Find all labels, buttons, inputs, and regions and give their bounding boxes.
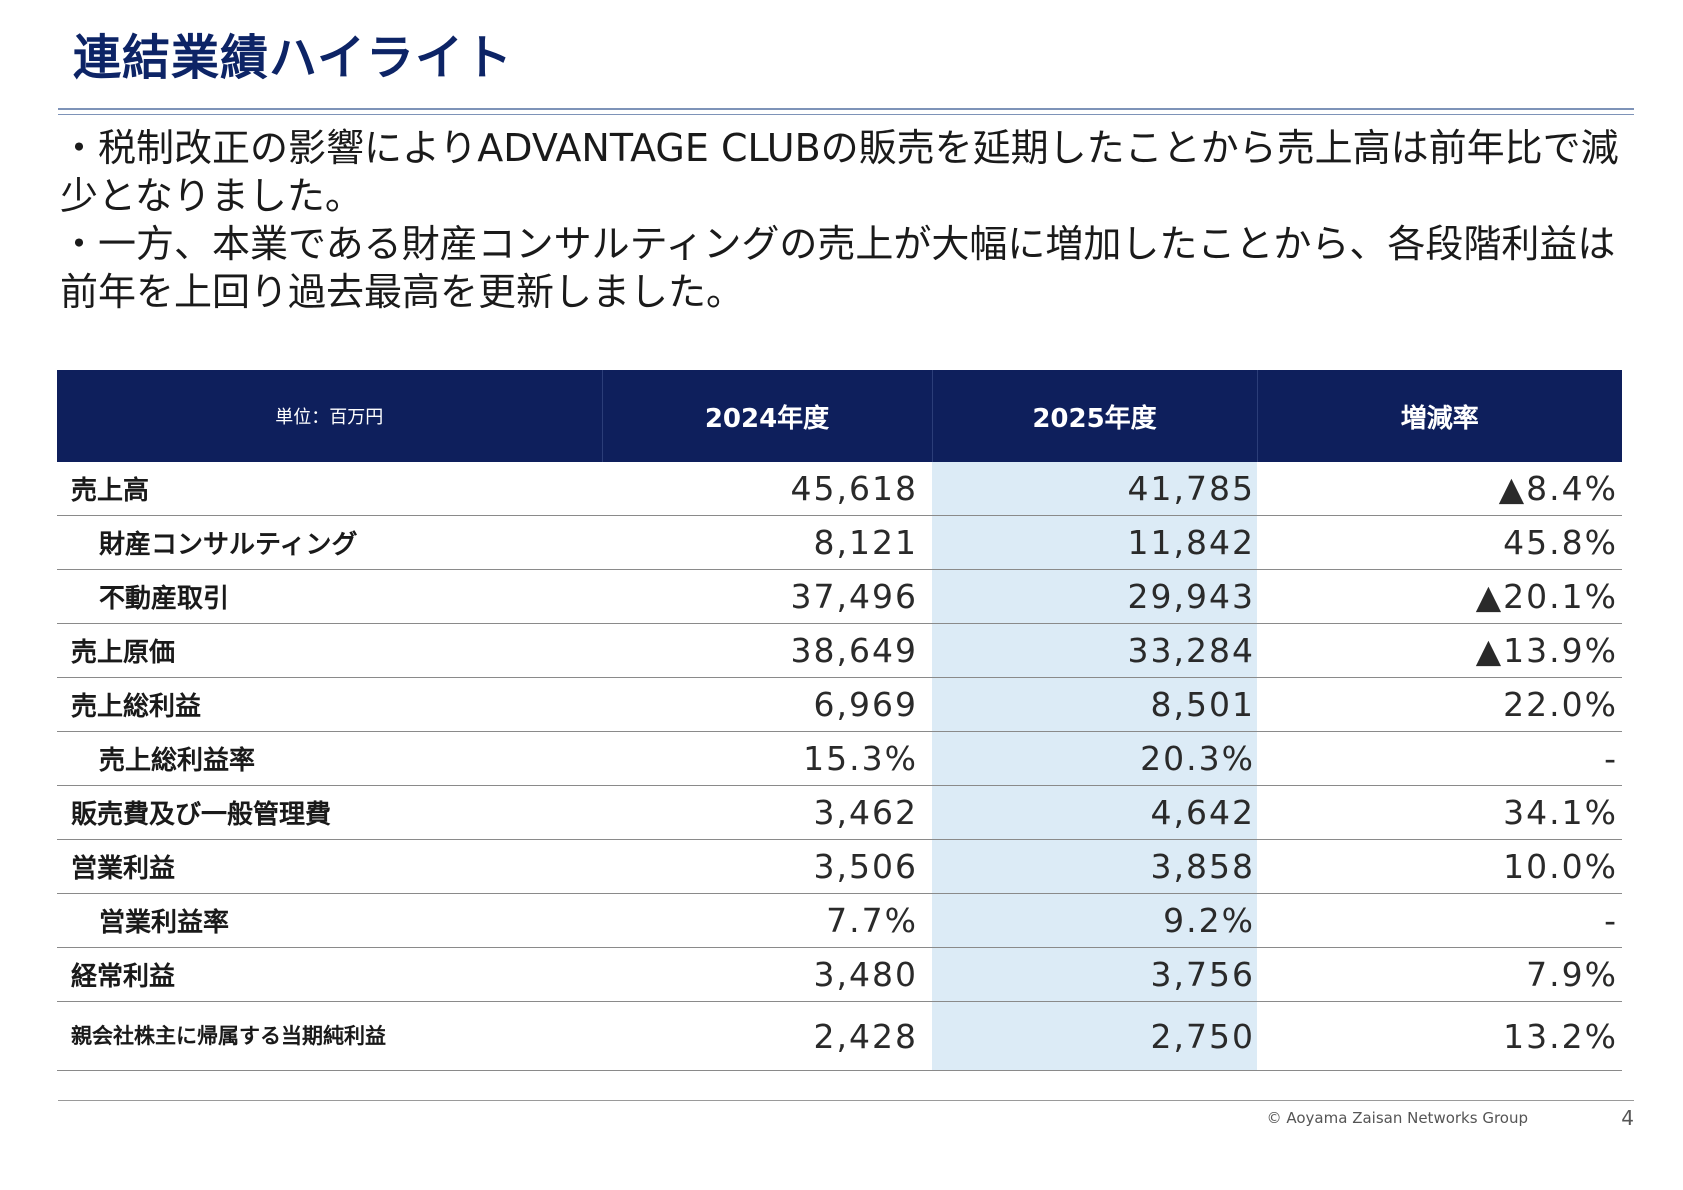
row-label: 営業利益	[57, 839, 602, 894]
row-label: 親会社株主に帰属する当期純利益	[57, 1001, 602, 1071]
page-title: 連結業績ハイライト	[73, 30, 514, 86]
footer-divider	[58, 1100, 1634, 1101]
table-row: 経常利益 3,480 3,756 7.9%	[57, 947, 1622, 1002]
copyright-text: © Aoyama Zaisan Networks Group	[1266, 1109, 1528, 1127]
change-rate-header: 増減率	[1257, 370, 1622, 462]
fy2025-value: 3,858	[932, 839, 1257, 894]
change-value: ▲20.1%	[1257, 569, 1622, 624]
table-row: 親会社株主に帰属する当期純利益 2,428 2,750 13.2%	[57, 1001, 1622, 1071]
table-row: 売上高 45,618 41,785 ▲8.4%	[57, 462, 1622, 516]
row-label: 販売費及び一般管理費	[57, 785, 602, 840]
summary-bullet: ・税制改正の影響によりADVANTAGE CLUBの販売を延期したことから売上高…	[60, 126, 1619, 218]
fy2024-value: 6,969	[602, 677, 932, 732]
row-label: 営業利益率	[57, 893, 602, 948]
table-row: 営業利益率 7.7% 9.2% -	[57, 893, 1622, 948]
table-row: 販売費及び一般管理費 3,462 4,642 34.1%	[57, 785, 1622, 840]
table-row: 売上総利益率 15.3% 20.3% -	[57, 731, 1622, 786]
table-row: 売上原価 38,649 33,284 ▲13.9%	[57, 623, 1622, 678]
fy2025-value: 2,750	[932, 1001, 1257, 1071]
fy2025-value: 8,501	[932, 677, 1257, 732]
change-value: -	[1257, 731, 1622, 786]
fy2025-header: 2025年度	[932, 370, 1258, 462]
fy2024-value: 7.7%	[602, 893, 932, 948]
change-value: ▲8.4%	[1257, 462, 1622, 516]
summary-bullets: ・税制改正の影響によりADVANTAGE CLUBの販売を延期したことから売上高…	[60, 124, 1620, 316]
fy2024-value: 45,618	[602, 462, 932, 516]
fy2024-value: 38,649	[602, 623, 932, 678]
row-label: 売上総利益率	[57, 731, 602, 786]
change-value: 13.2%	[1257, 1001, 1622, 1071]
row-label: 売上原価	[57, 623, 602, 678]
fy2025-value: 20.3%	[932, 731, 1257, 786]
unit-header: 単位：百万円	[57, 370, 603, 462]
fy2025-value: 11,842	[932, 515, 1257, 570]
fy2025-value: 41,785	[932, 462, 1257, 516]
change-value: 45.8%	[1257, 515, 1622, 570]
change-value: 34.1%	[1257, 785, 1622, 840]
fy2025-value: 29,943	[932, 569, 1257, 624]
row-label: 売上総利益	[57, 677, 602, 732]
table-row: 売上総利益 6,969 8,501 22.0%	[57, 677, 1622, 732]
row-label: 経常利益	[57, 947, 602, 1002]
change-value: ▲13.9%	[1257, 623, 1622, 678]
financial-highlights-table: 単位：百万円 2024年度 2025年度 増減率 売上高 45,618 41,7…	[57, 370, 1622, 1071]
fy2024-value: 8,121	[602, 515, 932, 570]
fy2025-value: 33,284	[932, 623, 1257, 678]
fy2025-value: 3,756	[932, 947, 1257, 1002]
fy2024-header: 2024年度	[602, 370, 933, 462]
fy2024-value: 3,462	[602, 785, 932, 840]
title-divider	[58, 108, 1634, 110]
change-value: 7.9%	[1257, 947, 1622, 1002]
row-label: 財産コンサルティング	[57, 515, 602, 570]
change-value: 10.0%	[1257, 839, 1622, 894]
table-row: 財産コンサルティング 8,121 11,842 45.8%	[57, 515, 1622, 570]
table-row: 不動産取引 37,496 29,943 ▲20.1%	[57, 569, 1622, 624]
change-value: 22.0%	[1257, 677, 1622, 732]
fy2024-value: 3,480	[602, 947, 932, 1002]
page-number: 4	[1621, 1106, 1634, 1130]
fy2024-value: 2,428	[602, 1001, 932, 1071]
table-row: 営業利益 3,506 3,858 10.0%	[57, 839, 1622, 894]
table-header-row: 単位：百万円 2024年度 2025年度 増減率	[57, 370, 1622, 462]
summary-bullet: ・一方、本業である財産コンサルティングの売上が大幅に増加したことから、各段階利益…	[60, 222, 1616, 314]
fy2024-value: 3,506	[602, 839, 932, 894]
row-label: 不動産取引	[57, 569, 602, 624]
title-divider-thin	[58, 114, 1634, 115]
row-label: 売上高	[57, 462, 602, 516]
fy2024-value: 15.3%	[602, 731, 932, 786]
fy2025-value: 4,642	[932, 785, 1257, 840]
fy2024-value: 37,496	[602, 569, 932, 624]
change-value: -	[1257, 893, 1622, 948]
fy2025-value: 9.2%	[932, 893, 1257, 948]
